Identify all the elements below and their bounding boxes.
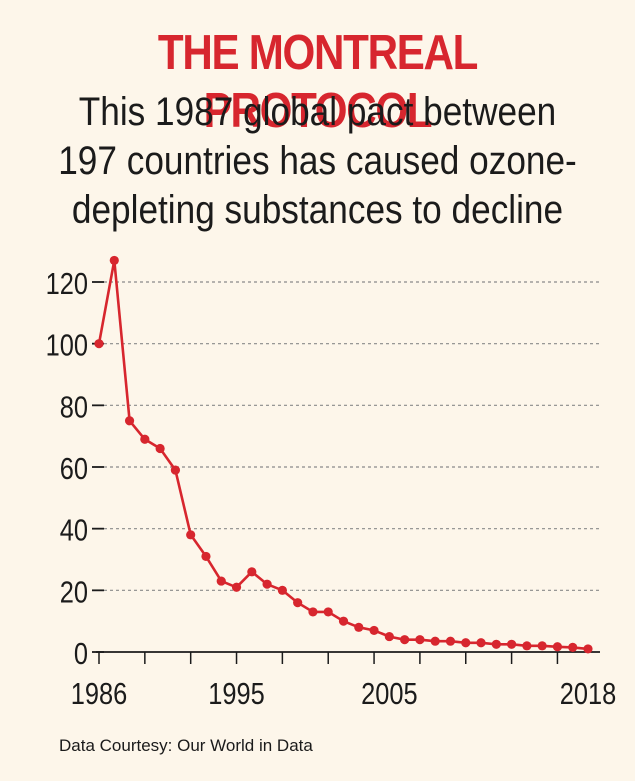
y-tick-label: 60 (60, 452, 88, 487)
data-point (262, 579, 272, 589)
data-point (415, 635, 425, 645)
data-point (369, 625, 379, 636)
data-point (568, 642, 578, 652)
data-point (430, 636, 440, 646)
data-point (537, 641, 547, 651)
y-tick-label: 40 (60, 513, 88, 548)
subtitle-line-2: 197 countries has caused ozone- (58, 139, 577, 183)
data-point (400, 635, 410, 645)
data-point (140, 434, 150, 444)
data-point (491, 639, 501, 649)
data-point (323, 607, 333, 617)
data-point (308, 607, 318, 617)
y-tick-label: 120 (46, 267, 88, 302)
data-point (522, 641, 532, 651)
data-point (384, 631, 394, 642)
y-tick-label: 100 (46, 328, 88, 363)
data-point (445, 636, 456, 646)
subtitle-line-3: depleting substances to decline (71, 188, 564, 232)
chart-title: THE MONTREAL PROTOCOL (157, 26, 479, 138)
x-tick-label: 1995 (208, 677, 265, 712)
data-point (354, 622, 364, 632)
data-point (338, 616, 349, 626)
data-point (109, 255, 119, 266)
data-point (231, 582, 242, 592)
x-tick-label: 1986 (71, 677, 128, 712)
data-point (583, 644, 593, 654)
data-point (476, 638, 486, 648)
data-point (201, 551, 211, 562)
data-point (155, 443, 165, 454)
data-point (461, 638, 471, 648)
data-point (170, 465, 181, 475)
y-tick-label: 80 (60, 390, 88, 425)
data-point (293, 598, 303, 608)
chart-subtitle: This 1987 global pact between 197 countr… (38, 88, 597, 235)
x-tick-label: 2005 (361, 677, 418, 712)
data-point (216, 576, 226, 586)
data-point (186, 530, 196, 540)
data-point (277, 585, 287, 595)
subtitle-line-1: This 1987 global pact between (78, 90, 557, 134)
x-tick-label: 2018 (560, 677, 617, 712)
data-point (124, 416, 135, 426)
source-note: Data Courtesy: Our World in Data (59, 736, 313, 755)
y-tick-label: 20 (60, 575, 88, 610)
data-point (506, 639, 517, 649)
data-point (94, 339, 104, 349)
y-tick-label: 0 (74, 637, 88, 672)
data-point (247, 567, 257, 577)
data-point (552, 642, 563, 652)
